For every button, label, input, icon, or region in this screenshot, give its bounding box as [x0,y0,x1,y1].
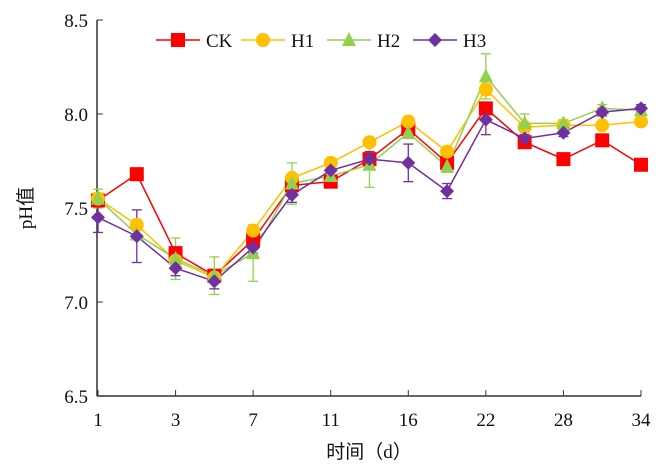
diamond-marker [595,105,610,120]
triangle-marker [556,115,571,130]
triangle-marker [91,190,105,205]
triangle-marker [401,124,416,139]
x-tick-label: 16 [399,410,418,431]
square-marker [595,133,610,148]
x-tick-label: 7 [248,410,258,431]
diamond-marker [246,240,261,255]
y-tick-label: 6.5 [64,387,88,408]
circle-marker [634,114,648,129]
triangle-marker [342,32,356,46]
legend-label: CK [206,31,233,52]
legend-label: H3 [463,31,486,52]
diamond-marker [284,187,299,202]
square-marker [129,167,144,182]
x-tick-label: 22 [476,410,495,431]
triangle-marker [440,158,455,173]
legend-label: H2 [377,31,400,52]
circle-marker [440,144,455,159]
square-marker [634,157,648,172]
diamond-marker [129,229,144,244]
diamond-marker [517,131,532,146]
triangle-marker [284,175,299,190]
diamond-marker [478,112,493,127]
x-tick-label: 1 [93,410,103,431]
triangle-marker [517,115,532,130]
x-tick-label: 28 [554,410,573,431]
y-tick-label: 7.0 [64,293,88,314]
circle-marker [595,118,610,133]
circle-marker [129,217,144,232]
legend: CK H1 H2 H3 [156,31,486,52]
diamond-marker [362,152,377,167]
diamond-marker [556,125,571,140]
diamond-marker [634,101,648,116]
diamond-marker [440,184,455,199]
circle-marker [362,135,377,150]
x-tick-label: 34 [632,410,652,431]
square-marker [556,152,571,167]
y-tick-label: 7.5 [64,199,88,220]
circle-marker [256,33,270,47]
diamond-marker [401,155,416,170]
y-tick-label: 8.5 [64,11,88,32]
legend-label: H1 [291,31,314,52]
y-axis-label: pH值 [15,187,37,229]
circle-marker [401,114,416,129]
diamond-marker [428,33,442,47]
circle-marker [323,155,338,170]
diamond-marker [323,163,338,178]
circle-marker [478,82,493,97]
diamond-marker [207,274,222,289]
y-tick-label: 8.0 [64,105,88,126]
triangle-marker [168,250,183,265]
x-axis-label: 时间（d） [326,441,412,463]
diamond-marker [168,261,183,276]
square-marker [478,101,493,116]
circle-marker [246,223,261,238]
diamond-marker [91,210,105,225]
x-tick-label: 3 [171,410,181,431]
x-tick-label: 11 [322,410,340,431]
square-marker [171,33,185,47]
triangle-marker [478,68,493,83]
